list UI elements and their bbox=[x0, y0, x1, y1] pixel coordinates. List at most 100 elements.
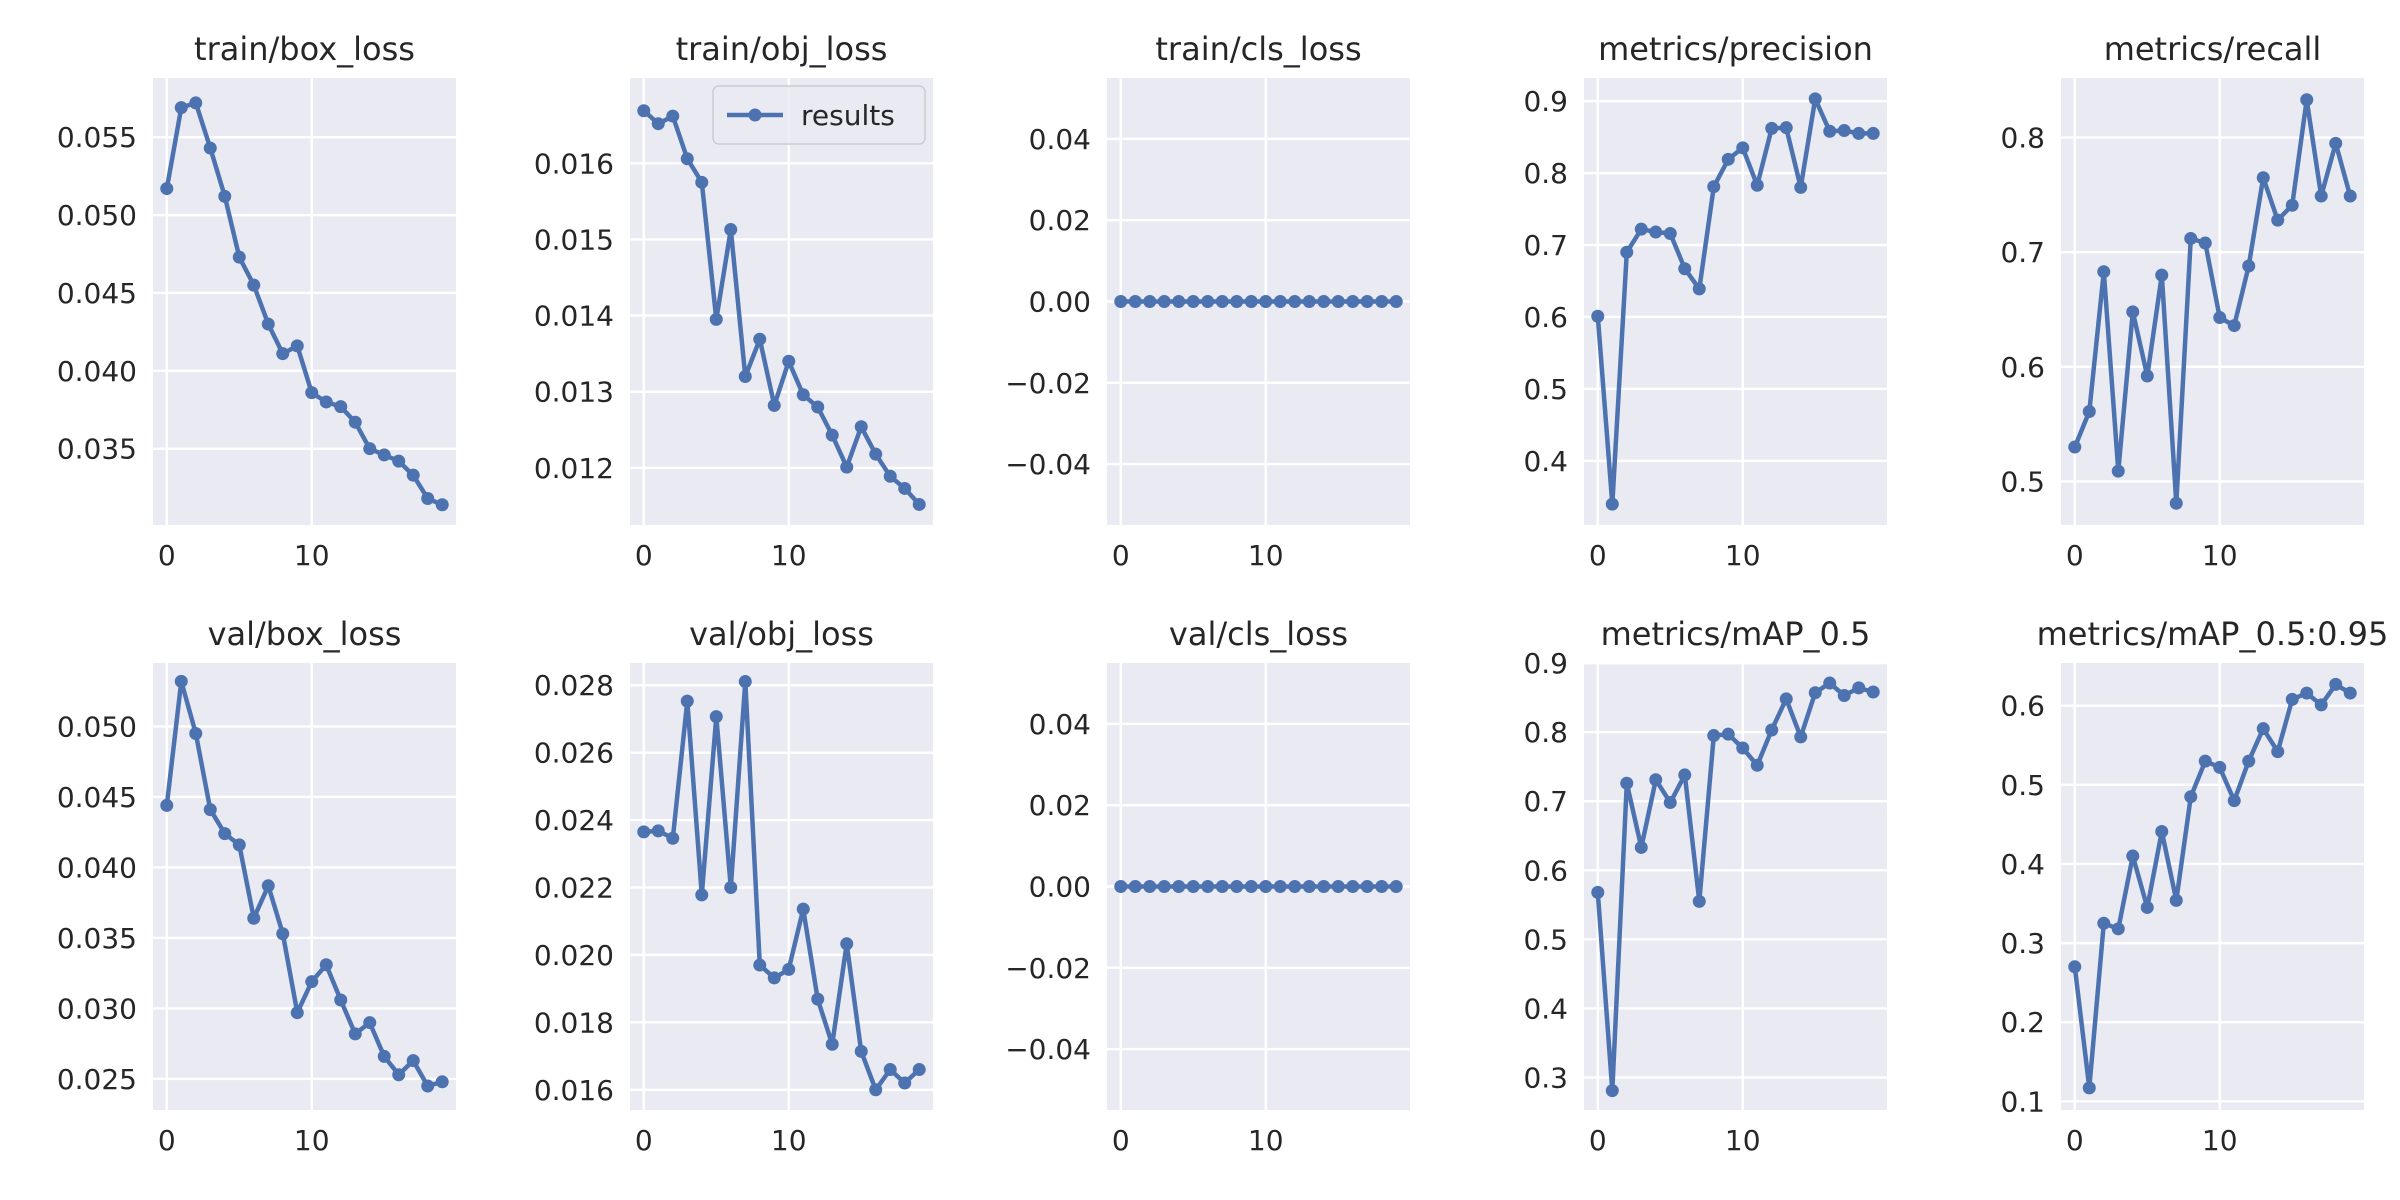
data-point bbox=[305, 386, 319, 400]
legend: results bbox=[712, 85, 926, 145]
data-point bbox=[2155, 268, 2169, 282]
y-tick-label: 0.02 bbox=[1029, 789, 1091, 822]
data-point bbox=[1389, 880, 1403, 893]
data-point bbox=[1143, 295, 1157, 308]
x-tick-label: 0 bbox=[158, 539, 176, 572]
data-point bbox=[2082, 405, 2096, 419]
data-point bbox=[435, 498, 449, 512]
data-point bbox=[1866, 126, 1880, 140]
data-point bbox=[1215, 880, 1229, 893]
y-tick-label: 0.9 bbox=[1523, 647, 1568, 680]
data-point bbox=[738, 675, 752, 689]
y-tick-label: 0.5 bbox=[1523, 373, 1568, 406]
y-tick-label: 0.018 bbox=[534, 1006, 614, 1039]
data-point bbox=[695, 175, 709, 189]
x-tick-label: 10 bbox=[2202, 1124, 2238, 1157]
data-point bbox=[1288, 295, 1302, 308]
data-point bbox=[276, 347, 290, 361]
plot-area bbox=[153, 78, 456, 525]
y-tick-label: 0.8 bbox=[2000, 122, 2045, 155]
data-point bbox=[724, 881, 738, 895]
data-point bbox=[2155, 825, 2169, 839]
data-point bbox=[218, 827, 232, 841]
data-point bbox=[290, 339, 304, 353]
data-point bbox=[2097, 916, 2111, 930]
data-point bbox=[811, 992, 825, 1006]
data-point bbox=[305, 975, 319, 989]
data-point bbox=[334, 993, 348, 1007]
chart-title: metrics/mAP_0.5 bbox=[1601, 615, 1871, 653]
y-tick-label: 0.050 bbox=[57, 710, 137, 743]
data-point bbox=[2242, 259, 2256, 273]
data-point bbox=[1244, 880, 1258, 893]
chart-train-obj-loss: 0 10 0.012 0.013 0.014 0.015 0.016 train/obj_lo… bbox=[534, 30, 933, 572]
data-point bbox=[2198, 754, 2212, 768]
data-point bbox=[348, 1027, 362, 1041]
data-point bbox=[1128, 880, 1142, 893]
x-tick-label: 0 bbox=[2066, 539, 2084, 572]
data-point bbox=[1649, 773, 1663, 787]
data-point bbox=[2126, 849, 2140, 863]
data-point bbox=[1707, 180, 1721, 194]
data-point bbox=[1605, 1084, 1619, 1098]
x-tick-label: 0 bbox=[1112, 539, 1130, 572]
y-tick-label: −0.04 bbox=[1005, 1033, 1091, 1066]
legend-marker bbox=[748, 108, 762, 122]
data-point bbox=[1172, 295, 1186, 308]
data-point bbox=[651, 824, 665, 838]
data-point bbox=[1808, 92, 1822, 106]
data-point bbox=[1317, 295, 1331, 308]
data-point bbox=[651, 117, 665, 131]
data-point bbox=[2314, 698, 2328, 712]
data-point bbox=[2111, 922, 2125, 936]
data-point bbox=[1779, 692, 1793, 706]
y-tick-label: 0.4 bbox=[2000, 848, 2045, 881]
data-point bbox=[1808, 686, 1822, 700]
y-tick-label: 0.014 bbox=[534, 300, 614, 333]
data-point bbox=[1779, 121, 1793, 135]
data-point bbox=[290, 1006, 304, 1020]
data-point bbox=[695, 888, 709, 902]
data-point bbox=[1288, 880, 1302, 893]
data-point bbox=[1186, 295, 1200, 308]
data-point bbox=[883, 469, 897, 483]
data-point bbox=[825, 1037, 839, 1051]
y-tick-label: 0.5 bbox=[2000, 465, 2045, 498]
x-tick-label: 10 bbox=[2202, 539, 2238, 572]
data-point bbox=[1750, 758, 1764, 772]
y-tick-label: 0.012 bbox=[534, 452, 614, 485]
y-tick-label: 0.024 bbox=[534, 804, 614, 837]
x-tick-label: 10 bbox=[1725, 1124, 1761, 1157]
y-tick-label: 0.040 bbox=[57, 851, 137, 884]
y-tick-label: 0.9 bbox=[1523, 85, 1568, 118]
data-point bbox=[232, 838, 246, 852]
y-tick-label: 0.00 bbox=[1029, 286, 1091, 319]
y-tick-label: 0.025 bbox=[57, 1063, 137, 1096]
data-point bbox=[782, 962, 796, 976]
data-point bbox=[1663, 226, 1677, 240]
data-point bbox=[1273, 295, 1287, 308]
data-point bbox=[1678, 768, 1692, 782]
data-point bbox=[1157, 880, 1171, 893]
data-point bbox=[189, 727, 203, 741]
data-point bbox=[796, 902, 810, 916]
data-point bbox=[421, 492, 435, 506]
data-point bbox=[406, 468, 420, 482]
x-tick-label: 10 bbox=[771, 539, 807, 572]
chart-title: metrics/precision bbox=[1598, 30, 1873, 68]
data-point bbox=[1143, 880, 1157, 893]
data-point bbox=[2068, 440, 2082, 454]
data-point bbox=[2329, 677, 2343, 691]
chart-val-box-loss: 0 10 0.025 0.030 0.035 0.040 0.045 0.050 val/box… bbox=[57, 615, 456, 1157]
data-point bbox=[174, 101, 188, 115]
data-point bbox=[1114, 295, 1128, 308]
data-point bbox=[247, 278, 261, 292]
data-point bbox=[392, 454, 406, 468]
x-tick-label: 0 bbox=[1112, 1124, 1130, 1157]
x-tick-label: 0 bbox=[2066, 1124, 2084, 1157]
data-point bbox=[261, 879, 275, 893]
data-point bbox=[2343, 189, 2357, 203]
data-point bbox=[218, 189, 232, 203]
data-point bbox=[1794, 730, 1808, 744]
